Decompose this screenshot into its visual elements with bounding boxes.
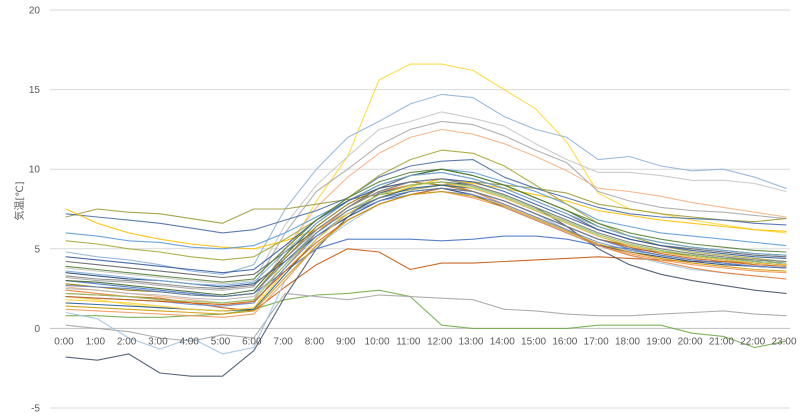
- series-line-1: [65, 93, 787, 275]
- y-axis-ticks: -5 0 5 10 15 20: [29, 6, 41, 415]
- x-tick-label: 3:00: [148, 336, 168, 347]
- x-tick-label: 19:00: [646, 336, 671, 347]
- y-tick-label: 5: [34, 244, 40, 255]
- gridlines: [50, 9, 790, 409]
- series-line-32: [65, 187, 787, 298]
- x-tick-label: 18:00: [615, 336, 640, 347]
- y-tick-label: 0: [34, 324, 40, 335]
- x-tick-label: 15:00: [521, 336, 546, 347]
- x-tick-label: 11:00: [396, 336, 421, 347]
- series-lines: [65, 63, 787, 377]
- series-line-2: [65, 111, 787, 285]
- series-line-31: [65, 190, 787, 315]
- series-line-26: [65, 171, 787, 286]
- x-tick-label: 6:00: [242, 336, 262, 347]
- series-line-6: [65, 159, 787, 234]
- x-tick-label: 7:00: [273, 336, 293, 347]
- x-tick-label: 1:00: [86, 336, 106, 347]
- y-tick-label: 15: [29, 85, 41, 96]
- series-line-33: [65, 168, 787, 283]
- series-line-29: [65, 187, 787, 306]
- x-tick-label: 8:00: [305, 336, 325, 347]
- x-tick-label: 10:00: [365, 336, 390, 347]
- x-tick-label: 4:00: [179, 336, 199, 347]
- y-tick-label: 10: [29, 165, 41, 176]
- x-tick-label: 13:00: [458, 336, 483, 347]
- series-line-5: [65, 181, 787, 224]
- series-line-7: [65, 178, 787, 250]
- series-line-30: [65, 178, 787, 290]
- x-tick-label: 9:00: [336, 336, 356, 347]
- series-line-4: [65, 128, 787, 304]
- series-line-27: [65, 181, 787, 304]
- series-line-12: [65, 292, 787, 342]
- x-axis-ticks: 0:00 1:00 2:00 3:00 4:00 5:00 6:00 7:00 8:00 9:00…: [54, 336, 797, 347]
- x-tick-label: 21:00: [709, 336, 734, 347]
- x-tick-label: 20:00: [678, 336, 703, 347]
- x-tick-label: 12:00: [427, 336, 452, 347]
- x-tick-label: 23:00: [771, 336, 796, 347]
- x-tick-label: 2:00: [117, 336, 137, 347]
- x-tick-label: 5:00: [211, 336, 231, 347]
- series-line-21: [65, 168, 787, 296]
- y-tick-label: 20: [29, 6, 41, 17]
- x-tick-label: 0:00: [54, 336, 74, 347]
- x-tick-label: 17:00: [584, 336, 609, 347]
- x-tick-label: 22:00: [740, 336, 765, 347]
- y-tick-label: -5: [31, 404, 40, 415]
- x-tick-label: 16:00: [552, 336, 577, 347]
- y-axis-title: 気温[℃]: [13, 181, 26, 220]
- series-line-3: [65, 120, 787, 291]
- x-tick-label: 14:00: [490, 336, 515, 347]
